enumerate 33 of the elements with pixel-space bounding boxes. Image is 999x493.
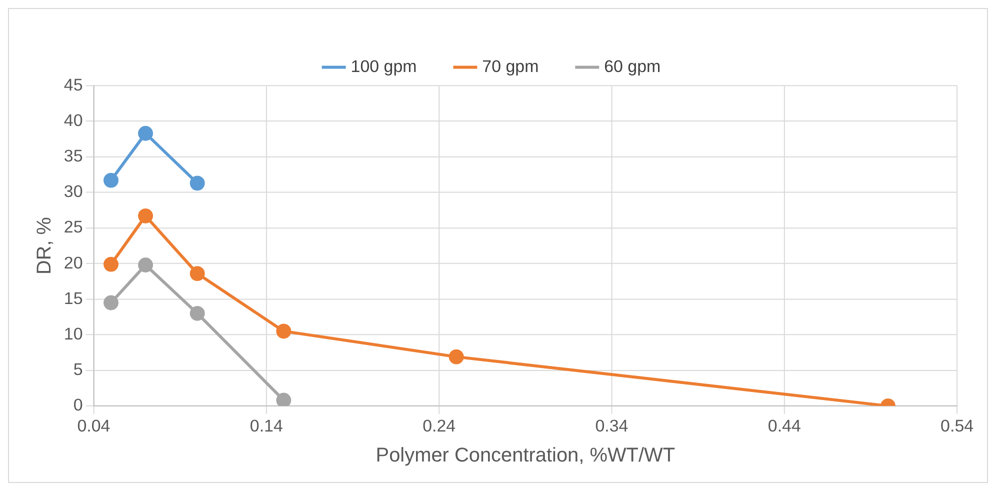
point [276,392,292,406]
y-tick-label: 20 [64,253,83,272]
point [276,324,292,339]
point [138,126,154,141]
x-axis-title: Polymer Concentration, %WT/WT [376,444,676,467]
point [104,256,118,272]
legend-label: 70 gpm [482,56,539,76]
point [104,295,118,310]
y-tick-label: 40 [64,110,83,130]
point [190,306,205,321]
y-tick-label: 5 [73,360,83,379]
x-tick-label: 0.04 [77,416,110,436]
x-tick-label: 0.34 [595,416,628,436]
point [138,208,154,224]
point [138,258,154,272]
x-tick-label: 0.54 [940,416,974,436]
y-tick-label: 10 [64,324,83,344]
x-tick-label: 0.14 [250,416,283,436]
y-axis-title: DR, % [33,217,56,275]
point [190,176,205,191]
y-tick-label: 25 [64,218,83,237]
point [190,266,205,282]
point [448,349,464,364]
legend-label: 60 gpm [604,56,661,76]
y-tick-label: 30 [64,182,83,202]
x-tick-label: 0.24 [422,416,456,436]
y-tick-label: 35 [64,146,83,166]
y-tick-label: 15 [64,288,83,308]
y-tick-label: 0 [73,396,83,415]
point [104,172,118,188]
legend-label: 100 gpm [350,56,417,76]
y-tick-label: 45 [64,75,83,94]
x-tick-label: 0.44 [768,416,801,436]
